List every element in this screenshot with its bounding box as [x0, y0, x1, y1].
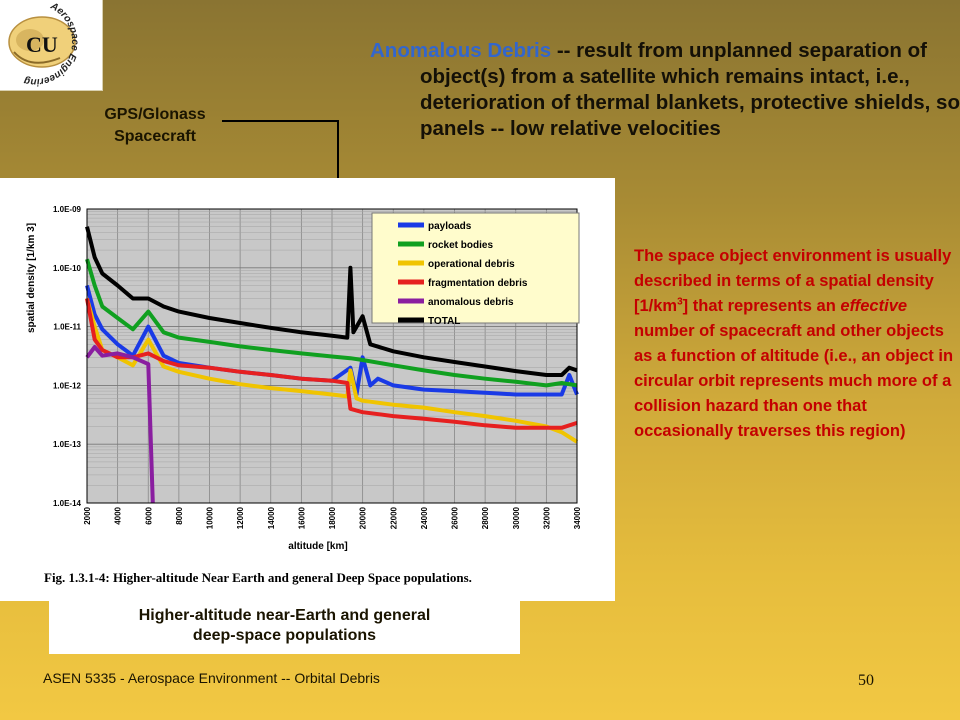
- y-tick-label: 1.0E-11: [53, 323, 81, 332]
- x-tick-label: 24000: [420, 506, 429, 529]
- gps-label-line1: GPS/Glonass: [104, 106, 206, 123]
- x-tick-label: 28000: [481, 506, 490, 529]
- logo-initials: CU: [26, 32, 58, 57]
- legend-box: [371, 212, 580, 324]
- legend-label: rocket bodies: [428, 240, 493, 251]
- logo-text: Aerospace Engineering: [23, 0, 80, 87]
- x-tick-label: 16000: [297, 506, 306, 529]
- caption-line2: deep-space populations: [192, 627, 377, 644]
- x-tick-label: 14000: [267, 506, 276, 529]
- side-text-part2: ] that represents an: [682, 297, 841, 315]
- side-text-sup: 3: [677, 296, 683, 308]
- x-tick-label: 26000: [451, 506, 460, 529]
- series-line-anomalous-debris: [85, 345, 155, 504]
- y-tick-label: 1.0E-09: [53, 205, 82, 214]
- x-axis-label: altitude [km]: [288, 541, 347, 552]
- x-tick-label: 32000: [542, 506, 551, 529]
- page-number: 50: [858, 672, 874, 689]
- y-tick-label: 1.0E-12: [53, 381, 82, 390]
- x-tick-label: 34000: [573, 506, 582, 529]
- x-tick-label: 18000: [328, 506, 337, 529]
- chart-title: Fig. 1.3.1-4: Higher-altitude Near Earth…: [44, 570, 472, 585]
- definition-term: Anomalous Debris: [370, 39, 552, 62]
- logo-graphic: CU: [8, 16, 76, 68]
- side-text-part1: The space object environment is usually …: [634, 247, 952, 315]
- legend-label: anomalous debris: [428, 297, 514, 308]
- logo-ring-text: Aerospace Engineering: [23, 0, 80, 87]
- series-line-payloads: [85, 284, 579, 397]
- y-axis-label: spatial density [1/km 3]: [26, 223, 37, 333]
- svg-text:Aerospace Engineering: Aerospace Engineering: [23, 0, 80, 87]
- caption-line1: Higher-altitude near-Earth and general: [138, 607, 431, 624]
- legend-label: payloads: [428, 221, 472, 232]
- x-tick-label: 22000: [389, 506, 398, 529]
- series-line-operational-debris: [85, 297, 579, 444]
- x-tick-label: 6000: [144, 506, 153, 524]
- series-line-total: [85, 226, 578, 377]
- spatial-density-description: The space object environment is usually …: [634, 244, 954, 444]
- side-text-part3: number of spacecraft and other objects a…: [634, 322, 954, 440]
- legend-label: fragmentation debris: [428, 278, 528, 289]
- chart-caption: Higher-altitude near-Earth and general d…: [49, 601, 520, 654]
- x-tick-label: 12000: [236, 506, 245, 529]
- legend-label: operational debris: [428, 259, 515, 270]
- density-chart: 1.0E-09 1.0E-10 1.0E-11 1.0E-12 1.0E-13 1.0E-…: [26, 205, 582, 585]
- y-tick-label: 1.0E-13: [53, 440, 82, 449]
- plot-border: [86, 208, 578, 504]
- x-tick-label: 20000: [359, 506, 368, 529]
- series-line-rocket-bodies: [85, 258, 578, 388]
- legend-label: TOTAL: [428, 316, 460, 327]
- definition-body: -- result from unplanned separation of o…: [420, 39, 960, 140]
- y-tick-label: 1.0E-14: [53, 499, 82, 508]
- chart-panel: 1.0E-09 1.0E-10 1.0E-11 1.0E-12 1.0E-13 1.0E-…: [0, 178, 615, 601]
- x-tick-label: 10000: [206, 506, 215, 529]
- footer-course-title: ASEN 5335 - Aerospace Environment -- Orb…: [43, 670, 380, 686]
- anomalous-debris-definition: Anomalous Debris -- result from unplanne…: [370, 38, 960, 142]
- x-tick-label: 4000: [114, 506, 123, 524]
- gps-label-line2: Spacecraft: [114, 128, 196, 145]
- x-tick-label: 2000: [83, 506, 92, 524]
- y-tick-label: 1.0E-10: [53, 264, 82, 273]
- x-tick-label: 8000: [175, 506, 184, 524]
- gps-glonass-label: GPS/Glonass Spacecraft: [80, 104, 230, 148]
- x-tick-label: 30000: [512, 506, 521, 529]
- side-text-emphasis: effective: [840, 297, 908, 315]
- cu-aerospace-logo: CU Aerospace Engineering: [0, 0, 103, 91]
